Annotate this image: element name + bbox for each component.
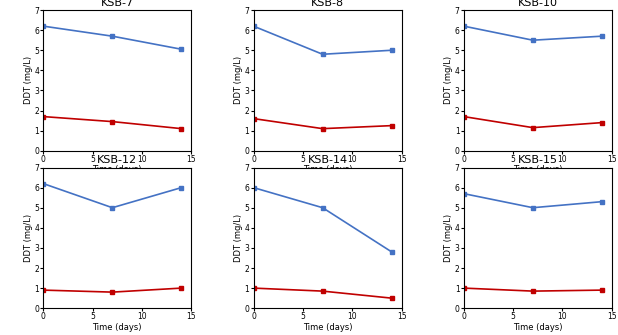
X-axis label: Time (days): Time (days) — [93, 323, 142, 332]
Y-axis label: DDT (mg/L): DDT (mg/L) — [444, 56, 454, 105]
Title: KSB-8: KSB-8 — [311, 0, 344, 8]
Title: KSB-15: KSB-15 — [518, 155, 558, 165]
Legend: 4,4-DDT, 2,4-DDT: 4,4-DDT, 2,4-DDT — [60, 218, 175, 234]
Y-axis label: DDT (mg/L): DDT (mg/L) — [234, 214, 243, 262]
Title: KSB-10: KSB-10 — [518, 0, 558, 8]
X-axis label: Time (days): Time (days) — [303, 165, 352, 174]
X-axis label: Time (days): Time (days) — [93, 165, 142, 174]
X-axis label: Time (days): Time (days) — [303, 323, 352, 332]
Y-axis label: DDT (mg/L): DDT (mg/L) — [444, 214, 454, 262]
Title: KSB-12: KSB-12 — [97, 155, 137, 165]
Y-axis label: DDT (mg/L): DDT (mg/L) — [24, 214, 33, 262]
Title: KSB-7: KSB-7 — [101, 0, 134, 8]
Legend: 4,4-DDT, 2,4-DDT: 4,4-DDT, 2,4-DDT — [270, 218, 385, 234]
X-axis label: Time (days): Time (days) — [513, 323, 562, 332]
X-axis label: Time (days): Time (days) — [513, 165, 562, 174]
Y-axis label: DDT (mg/L): DDT (mg/L) — [234, 56, 243, 105]
Legend: 4,4-DDT, 2,4-DDT: 4,4-DDT, 2,4-DDT — [480, 218, 595, 234]
Title: KSB-14: KSB-14 — [308, 155, 347, 165]
Y-axis label: DDT (mg/L): DDT (mg/L) — [24, 56, 33, 105]
